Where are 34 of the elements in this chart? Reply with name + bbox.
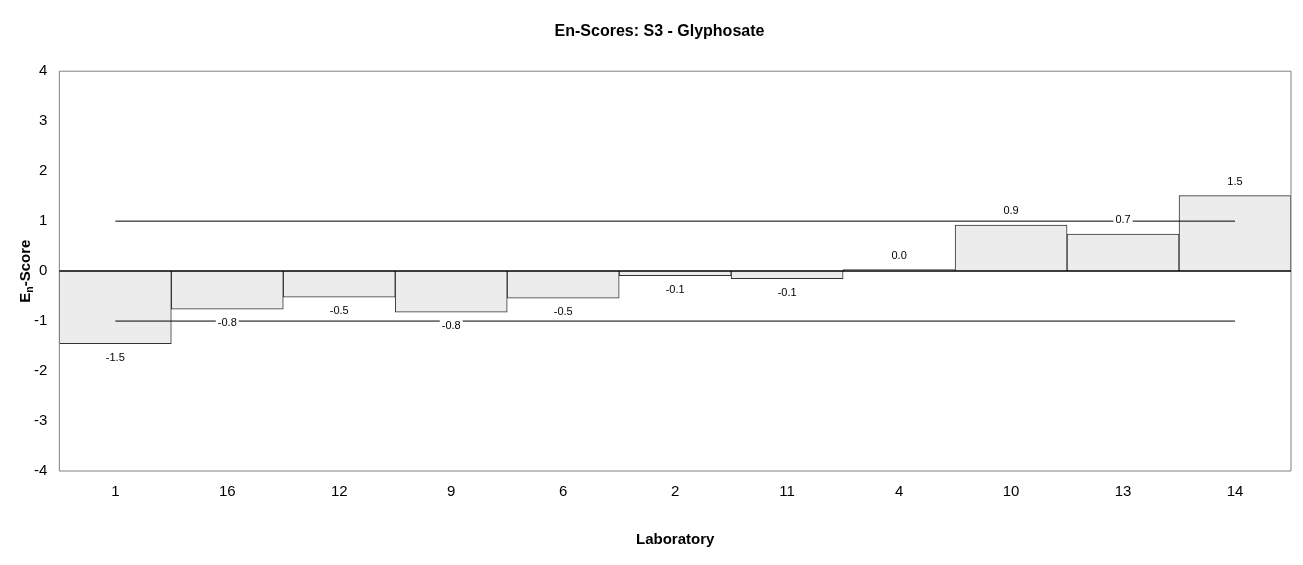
x-tick-label: 2	[671, 482, 680, 500]
data-label: -0.1	[665, 282, 685, 295]
y-tick-label: 2	[38, 161, 48, 179]
data-label: -0.1	[777, 285, 797, 298]
data-label: -0.5	[553, 305, 573, 318]
data-label: -0.8	[441, 319, 461, 332]
data-label: 0.9	[1003, 204, 1019, 217]
y-tick-label: -4	[33, 461, 48, 479]
y-tick-label: 3	[38, 111, 48, 129]
y-tick-label: -3	[33, 411, 48, 429]
data-label: -0.5	[329, 304, 349, 317]
x-axis-title: Laboratory	[635, 530, 715, 548]
x-tick-label: 6	[559, 482, 568, 500]
x-tick-label: 16	[218, 482, 236, 500]
x-tick-label: 10	[1002, 482, 1020, 500]
x-tick-label: 4	[894, 482, 904, 500]
y-tick-label: 4	[38, 61, 48, 79]
y-tick-label: -2	[33, 361, 48, 379]
data-label: 1.5	[1227, 174, 1243, 187]
x-tick-label: 14	[1226, 482, 1244, 500]
data-label: 0.7	[1115, 213, 1131, 226]
x-tick-label: 12	[330, 482, 348, 500]
y-tick-label: -1	[33, 311, 48, 329]
y-tick-label: 1	[38, 211, 48, 229]
x-tick-label: 9	[447, 482, 456, 500]
x-tick-label: 13	[1114, 482, 1132, 500]
y-axis-title: En-Score	[16, 239, 36, 303]
x-tick-label: 11	[779, 482, 795, 500]
x-tick-label: 1	[111, 482, 120, 500]
data-label: 0.0	[891, 248, 907, 261]
data-label: -0.8	[217, 316, 237, 329]
data-label: -1.5	[105, 350, 125, 363]
y-tick-label: 0	[38, 261, 48, 279]
chart-title: En-Scores: S3 - Glyphosate	[554, 22, 765, 40]
